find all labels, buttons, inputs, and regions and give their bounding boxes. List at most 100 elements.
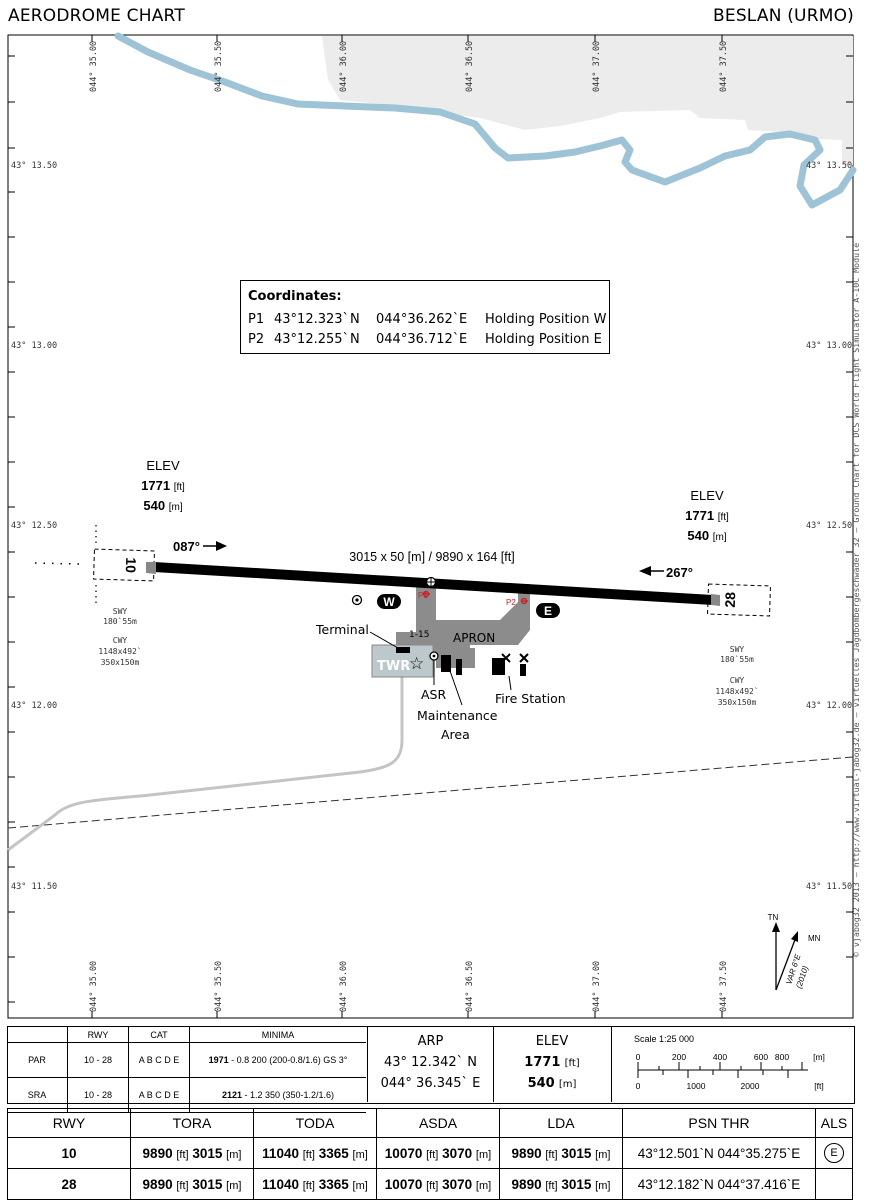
value-ft: 9890 xyxy=(142,1176,173,1192)
apron-label: APRON xyxy=(453,631,495,645)
maintenance-building xyxy=(456,659,462,675)
lon-label-top: 044° 36.00 xyxy=(339,41,349,92)
value-m: 3015 xyxy=(192,1176,223,1192)
fire-station-building xyxy=(492,658,505,675)
taxiway-w-label: W xyxy=(383,595,395,609)
perf-header-lda: LDA xyxy=(499,1108,623,1138)
point-ew: E xyxy=(459,312,468,327)
unit-m: [m] xyxy=(475,1148,492,1161)
value-m: 3070 xyxy=(442,1145,473,1161)
perf-rwy: 28 xyxy=(7,1168,131,1200)
lon-label-top: 044° 37.50 xyxy=(719,41,729,92)
elev-block: ELEV 1771 [ft] 540 [m] xyxy=(493,1026,612,1102)
scale-ft-tick-label: 2000 xyxy=(741,1081,760,1091)
lon-label-bottom: 044° 35.50 xyxy=(214,961,224,1012)
coordinates-row-p2: P2 43°12.255`N 044°36.712`E Holding Positio… xyxy=(248,332,602,347)
arp-label: ARP xyxy=(417,1034,444,1049)
true-north-label: TN xyxy=(768,913,779,922)
scale-ft-unit: [ft] xyxy=(814,1081,823,1091)
perf-rwy: 10 xyxy=(7,1137,131,1169)
unit-ft: [ft] xyxy=(302,1148,315,1161)
value-ft: 9890 xyxy=(142,1145,173,1161)
elev-west-label: ELEV xyxy=(146,458,180,473)
elev-west-ft: 1771 [ft] xyxy=(141,478,185,493)
lon-label-bottom: 044° 37.00 xyxy=(592,961,602,1012)
perf-tora: 9890 [ft] 3015 [m] xyxy=(130,1168,254,1200)
scale-m-tick-label: 400 xyxy=(713,1052,727,1062)
minima-header-cat: CAT xyxy=(128,1026,190,1043)
urban-area xyxy=(322,36,853,165)
lat-label-left: 43° 13.00 xyxy=(11,341,57,351)
unit-m: [m] xyxy=(226,1148,242,1161)
value-m: 3015 xyxy=(561,1176,592,1192)
arp-lon: 044° 36.345` E xyxy=(380,1076,481,1091)
scale-ft-tick-label: 0 xyxy=(636,1081,641,1091)
point-ew: E xyxy=(459,332,468,347)
asr-label: ASR xyxy=(421,687,446,702)
point-ns: N xyxy=(350,332,360,347)
unit-m: [m] xyxy=(595,1179,611,1192)
runway-threshold-east xyxy=(711,594,720,606)
point-lon: 044°36.262` xyxy=(376,312,460,327)
closed-marks xyxy=(501,653,529,663)
cwy-east-ft: 1148x492` xyxy=(715,686,758,696)
lon-label-bottom: 044° 36.50 xyxy=(465,961,475,1012)
runway-number-west: 10 xyxy=(123,557,140,573)
perf-header-psn-thr: PSN THR xyxy=(622,1108,816,1138)
perf-header-als: ALS xyxy=(815,1108,853,1138)
twr-label: TWR xyxy=(377,659,410,674)
unit-m: [m] xyxy=(352,1179,368,1192)
scale-m-tick-label: 200 xyxy=(672,1052,686,1062)
p1-label: P1 xyxy=(418,591,428,600)
perf-header-rwy: RWY xyxy=(7,1108,131,1138)
arrow-left-icon xyxy=(639,566,664,576)
arp-lat: 43° 12.342` N xyxy=(383,1055,478,1070)
lat-label-right: 43° 12.50 xyxy=(806,521,852,531)
perf-asda: 10070 [ft] 3070 [m] xyxy=(376,1168,500,1200)
unit-ft: [ft] xyxy=(302,1179,315,1192)
perf-row-28: 28 9890 [ft] 3015 [m] 11040 [ft] 3365 [m… xyxy=(7,1168,853,1200)
point-ns: N xyxy=(350,312,360,327)
unit-ft: [ft] xyxy=(176,1148,189,1161)
lon-label-top: 044° 37.00 xyxy=(592,41,602,92)
value-ft: 9890 xyxy=(511,1176,542,1192)
scale-m-tick-label: 800 xyxy=(775,1052,789,1062)
coordinates-box: Coordinates: P1 43°12.323`N 044°36.262`E Ho… xyxy=(240,280,610,354)
map-frame xyxy=(7,34,854,1019)
cwy-west-m: 350x150m xyxy=(101,658,140,667)
taxiway-w-badge xyxy=(377,594,401,609)
boundary-line xyxy=(7,756,854,829)
maintenance-area-label: Area xyxy=(441,727,470,742)
perf-psn-thr: 43°12.501`N 044°35.275`E xyxy=(622,1137,816,1169)
arp-block: ARP 43° 12.342` N 044° 36.345` E xyxy=(367,1026,494,1102)
runway-number-east: 28 xyxy=(722,592,739,608)
value-ft: 10070 xyxy=(384,1145,423,1161)
perf-header-toda: TODA xyxy=(253,1108,377,1138)
scale-label: Scale 1:25 000 xyxy=(634,1034,695,1044)
perf-tora: 9890 [ft] 3015 [m] xyxy=(130,1137,254,1169)
perf-psn-thr: 43°12.182`N 044°37.416`E xyxy=(622,1168,816,1200)
perf-header-tora: TORA xyxy=(130,1108,254,1138)
unit-m: [m] xyxy=(595,1148,611,1161)
lat-tick-marks xyxy=(8,55,853,1003)
coordinates-row-p1: P1 43°12.323`N 044°36.262`E Holding Positio… xyxy=(248,312,606,327)
unit-ft: [ft] xyxy=(426,1148,439,1161)
lon-label-bottom: 044° 36.00 xyxy=(339,961,349,1012)
scale-block: Scale 1:25 000 0 200 400 600 800 [m] 0 1… xyxy=(612,1026,853,1102)
cwy-east-m: 350x150m xyxy=(718,698,757,707)
unit-ft: [ft] xyxy=(545,1148,558,1161)
unit-ft: [ft] xyxy=(545,1179,558,1192)
value-ft: 9890 xyxy=(511,1145,542,1161)
minima-header-minima: MINIMA xyxy=(189,1026,366,1043)
magnetic-north-label: MN xyxy=(808,934,821,943)
als-badge: E xyxy=(824,1143,844,1163)
runway-threshold-west xyxy=(146,562,156,574)
minima-value: 1971 - 0.8 200 (200-0.8/1.6) GS 3° xyxy=(189,1042,366,1078)
taxiway-e-badge xyxy=(536,603,560,618)
elev-info-ft-value: 1771 xyxy=(524,1055,561,1070)
heading-west-label: 087° xyxy=(173,539,200,554)
swy-east-value: 180`55m xyxy=(720,654,754,664)
maintenance-building xyxy=(441,655,451,672)
maintenance-leader xyxy=(448,667,463,706)
lat-label-left: 43° 11.50 xyxy=(11,882,57,892)
